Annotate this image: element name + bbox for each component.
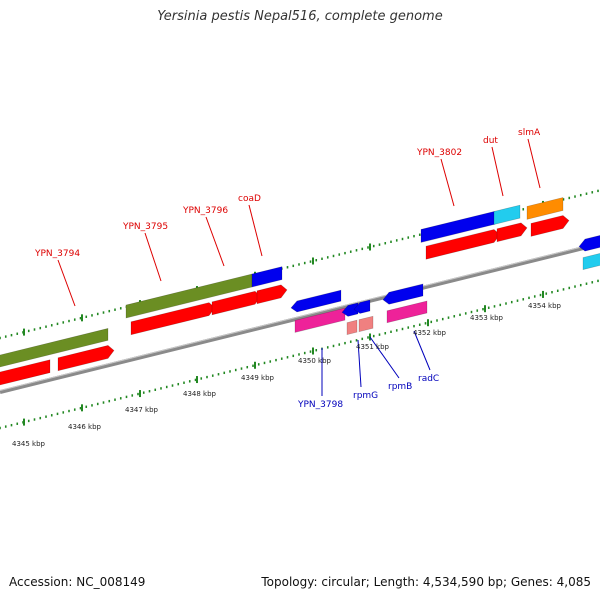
gene-block-rpmg [341,302,359,317]
gene-block-dut [493,204,521,225]
gene-block-ypn3798 [290,289,342,313]
gene-label-rpmb[interactable]: rpmB [388,382,412,392]
gene-label-ypn3795[interactable]: YPN_3795 [122,222,168,232]
gene-label-ypn3794[interactable]: YPN_3794 [34,249,80,259]
scale-label: 4351 kbp [356,343,390,351]
gene-block-ypn3798-cds [294,307,346,333]
gene-label-coad[interactable]: coaD [238,194,261,204]
scale-label: 4350 kbp [298,357,332,365]
gene-label-slma[interactable]: slmA [518,128,541,138]
gene-block-ypn3794 [0,328,109,368]
gene-block-rpmb [353,299,371,314]
scale-label: 4345 kbp [12,440,46,448]
scale-label: 4349 kbp [241,374,275,382]
scale-label: 4354 kbp [528,302,562,310]
scale-label: 4346 kbp [68,423,102,431]
gene-features [0,197,600,386]
gene-block-radc-cds [386,300,428,324]
backbone-line [0,242,600,394]
gene-label-rpmg[interactable]: rpmG [353,391,378,401]
leader-rpmg [357,339,362,388]
gene-block-rpmb-cds [358,315,374,333]
gene-block-slma [526,197,564,220]
gene-label-radc[interactable]: radC [418,374,439,384]
genome-summary-text: Topology: circular; Length: 4,534,590 bp… [261,575,591,589]
cds-block [57,345,115,372]
leader-ypn3796 [205,216,225,267]
gene-label-ypn3796[interactable]: YPN_3796 [182,206,228,216]
backbone-highlight [0,242,600,391]
accession-text: Accession: NC_008149 [9,575,146,589]
gene-block-rpmg-cds [346,319,358,336]
scale-label: 4352 kbp [413,329,447,337]
gene-block-coad [251,266,283,288]
leader-radc [413,330,431,371]
page-title: Yersinia pestis Nepal516, complete genom… [157,9,443,24]
leader-ypn3795 [144,232,162,282]
leader-slma [527,138,541,189]
leader-coad [248,204,263,257]
leader-ypn3802 [440,158,455,207]
scale-label: 4347 kbp [125,406,159,414]
leader-ypn3794 [57,259,76,307]
gene-block-edge [578,235,600,252]
leader-dut [491,146,504,197]
genome-backbone [0,242,600,394]
scale-label: 4353 kbp [470,314,504,322]
label-leaders [57,138,541,396]
gene-label-ypn3802[interactable]: YPN_3802 [416,148,462,158]
cds-block [496,222,528,243]
cds-block [530,215,570,237]
cds-block [0,359,51,386]
cds-block [256,284,288,305]
gene-label-ypn3798[interactable]: YPN_3798 [297,400,343,410]
gene-label-dut[interactable]: dut [483,136,498,146]
gene-block-radc [382,283,424,305]
scale-label: 4348 kbp [183,390,217,398]
leader-rpmb [369,336,400,379]
gene-block-edge [582,253,600,270]
